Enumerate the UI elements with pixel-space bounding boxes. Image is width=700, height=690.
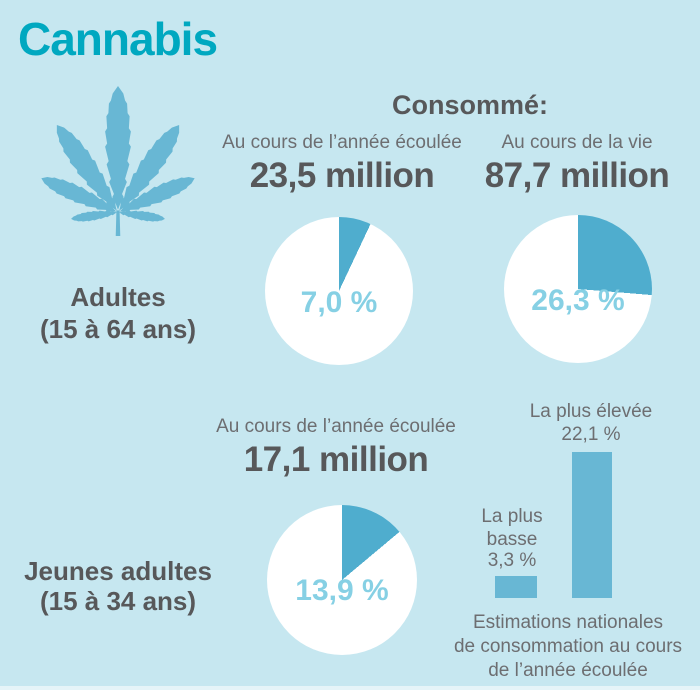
bar-chart-caption-line3: de l’année écoulée: [488, 660, 648, 681]
consumed-header: Consommé:: [391, 90, 548, 120]
bottom-edge-strip: [0, 686, 700, 690]
bar-low-value-label: 3,3 %: [487, 550, 537, 571]
pie-chart-adults-year: 7,0 %: [265, 217, 413, 365]
pie-percent-label-young-year: 13,9 %: [295, 574, 389, 607]
period-header-adults-life: Au cours de la vie: [501, 132, 653, 153]
bar-low-label-line1: La plus: [481, 506, 543, 527]
pie-chart-adults-life: 26,3 %: [504, 215, 652, 363]
group-label-adults: Adultes (15 à 64 ans): [18, 281, 218, 345]
group-label-adults-line2: (15 à 64 ans): [39, 314, 197, 344]
pie-percent-label-adults-year: 7,0 %: [300, 286, 378, 319]
group-label-young-line1: Jeunes adultes: [24, 556, 212, 586]
period-header-adults-year: Au cours de l’année écoulée: [222, 132, 462, 153]
leaf-stem: [115, 210, 121, 237]
bar-chart-caption-line1: Estimations nationales: [472, 612, 664, 633]
page-title: Cannabis: [18, 13, 218, 65]
count-adults-year: 23,5 million: [249, 156, 435, 195]
bar-high-value-label: 22,1 %: [561, 424, 621, 445]
count-adults-life: 87,7 million: [484, 156, 670, 195]
group-label-adults-line1: Adultes: [70, 282, 166, 312]
period-header-young-year: Au cours de l’année écoulée: [216, 416, 456, 437]
bar-chart-caption: Estimations nationales de consommation a…: [438, 611, 698, 683]
bar-highest-estimate: [572, 452, 612, 598]
group-label-young-adults: Jeunes adultes (15 à 34 ans): [8, 556, 228, 616]
bar-chart-caption-line2: de consommation au cours: [453, 636, 683, 657]
bar-high-label: La plus élevée: [529, 401, 653, 422]
bar-low-label-line2: basse: [486, 529, 538, 550]
pie-percent-label-adults-life: 26,3 %: [531, 284, 625, 317]
pie-chart-young-year: 13,9 %: [267, 505, 417, 655]
count-young-year: 17,1 million: [243, 440, 429, 479]
cannabis-leaf-icon: [37, 85, 199, 237]
bar-lowest-estimate: [495, 576, 537, 598]
group-label-young-line2: (15 à 34 ans): [39, 586, 197, 616]
bar-low-label: La plus basse: [392, 505, 632, 551]
